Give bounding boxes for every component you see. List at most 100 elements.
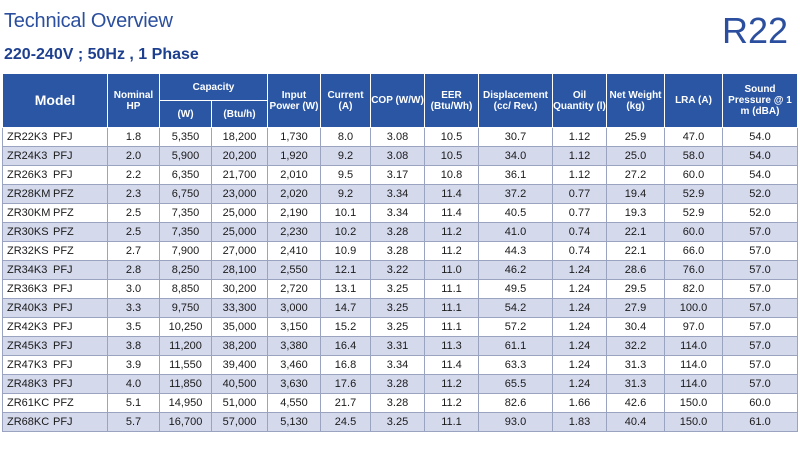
cell-cap-btu: 38,200: [211, 336, 268, 356]
model-cell: ZR45K3 PFJ: [2, 336, 108, 356]
cell-cap-w: 5,350: [159, 127, 212, 147]
cell-sound: 54.0: [722, 146, 798, 166]
cell-disp: 82.6: [478, 393, 553, 413]
cell-eer: 10.5: [424, 146, 479, 166]
col-net-weight: Net Weight (kg): [606, 73, 665, 128]
table-row: ZR61KC PFZ 5.1 14,950 51,000 4,550 21.7 3.28 11.…: [2, 393, 798, 413]
table-row: ZR24K3 PFJ 2.0 5,900 20,200 1,920 9.2 3.08 10.5 3…: [2, 146, 798, 166]
cell-power: 3,460: [267, 355, 321, 375]
col-capacity-btu: (Btu/h): [211, 100, 268, 128]
cell-cap-btu: 35,000: [211, 317, 268, 337]
cell-disp: 30.7: [478, 127, 553, 147]
cell-power: 3,380: [267, 336, 321, 356]
cell-weight: 31.3: [606, 355, 665, 375]
cell-cop: 3.25: [370, 279, 425, 299]
cell-current: 10.2: [320, 222, 371, 242]
cell-sound: 57.0: [722, 298, 798, 318]
model-code: ZR36K3: [7, 283, 48, 295]
cell-cap-btu: 23,000: [211, 184, 268, 204]
cell-cop: 3.28: [370, 241, 425, 261]
cell-power: 1,920: [267, 146, 321, 166]
cell-weight: 31.3: [606, 374, 665, 394]
cell-current: 15.2: [320, 317, 371, 337]
model-suffix: PFJ: [53, 150, 73, 162]
cell-oil: 1.24: [552, 336, 607, 356]
cell-cap-w: 8,850: [159, 279, 212, 299]
col-eer: EER (Btu/Wh): [424, 73, 479, 128]
cell-lra: 76.0: [664, 260, 723, 280]
table-row: ZR32KS PFZ 2.7 7,900 27,000 2,410 10.9 3.28 11.2…: [2, 241, 798, 261]
model-cell: ZR24K3 PFJ: [2, 146, 108, 166]
cell-hp: 2.7: [107, 241, 160, 261]
table-row: ZR26K3 PFJ 2.2 6,350 21,700 2,010 9.5 3.17 10.8 3…: [2, 165, 798, 185]
cell-oil: 0.74: [552, 222, 607, 242]
model-code: ZR47K3: [7, 359, 48, 371]
cell-cop: 3.25: [370, 298, 425, 318]
cell-eer: 11.0: [424, 260, 479, 280]
cell-disp: 37.2: [478, 184, 553, 204]
cell-power: 4,550: [267, 393, 321, 413]
cell-cap-w: 10,250: [159, 317, 212, 337]
model-suffix: PFZ: [53, 226, 74, 238]
cell-weight: 32.2: [606, 336, 665, 356]
model-code: ZR45K3: [7, 340, 48, 352]
cell-cap-w: 9,750: [159, 298, 212, 318]
cell-hp: 3.0: [107, 279, 160, 299]
cell-hp: 2.0: [107, 146, 160, 166]
cell-cop: 3.34: [370, 355, 425, 375]
cell-lra: 58.0: [664, 146, 723, 166]
cell-weight: 40.4: [606, 412, 665, 432]
cell-sound: 61.0: [722, 412, 798, 432]
cell-lra: 60.0: [664, 222, 723, 242]
cell-cop: 3.31: [370, 336, 425, 356]
col-capacity: Capacity: [159, 73, 268, 101]
cell-oil: 1.24: [552, 374, 607, 394]
model-cell: ZR32KS PFZ: [2, 241, 108, 261]
table-row: ZR36K3 PFJ 3.0 8,850 30,200 2,720 13.1 3.25 11.1…: [2, 279, 798, 299]
cell-eer: 11.2: [424, 241, 479, 261]
cell-hp: 2.3: [107, 184, 160, 204]
cell-hp: 3.9: [107, 355, 160, 375]
cell-cop: 3.25: [370, 317, 425, 337]
cell-cop: 3.34: [370, 184, 425, 204]
cell-oil: 1.24: [552, 317, 607, 337]
cell-lra: 47.0: [664, 127, 723, 147]
model-suffix: PFJ: [53, 340, 73, 352]
cell-weight: 22.1: [606, 241, 665, 261]
cell-lra: 60.0: [664, 165, 723, 185]
cell-lra: 150.0: [664, 393, 723, 413]
cell-hp: 3.8: [107, 336, 160, 356]
model-suffix: PFJ: [53, 321, 73, 333]
cell-eer: 11.1: [424, 317, 479, 337]
model-code: ZR30KM: [7, 207, 51, 219]
cell-eer: 11.4: [424, 184, 479, 204]
table-row: ZR47K3 PFJ 3.9 11,550 39,400 3,460 16.8 3.34 11.…: [2, 355, 798, 375]
model-code: ZR61KC: [7, 397, 50, 409]
cell-hp: 5.7: [107, 412, 160, 432]
cell-power: 3,000: [267, 298, 321, 318]
col-oil-quantity: Oil Quantity (l): [552, 73, 607, 128]
cell-cap-w: 11,200: [159, 336, 212, 356]
cell-current: 24.5: [320, 412, 371, 432]
cell-cap-w: 5,900: [159, 146, 212, 166]
col-input-power: Input Power (W): [267, 73, 321, 128]
col-sound-pressure: Sound Pressure @ 1 m (dBA): [722, 73, 798, 128]
model-cell: ZR47K3 PFJ: [2, 355, 108, 375]
cell-power: 5,130: [267, 412, 321, 432]
cell-cap-w: 7,900: [159, 241, 212, 261]
col-displacement: Displacement (cc/ Rev.): [478, 73, 553, 128]
model-suffix: PFJ: [53, 169, 73, 181]
col-capacity-w: (W): [159, 100, 212, 128]
cell-current: 13.1: [320, 279, 371, 299]
cell-eer: 10.8: [424, 165, 479, 185]
cell-cap-btu: 33,300: [211, 298, 268, 318]
model-suffix: PFZ: [53, 188, 74, 200]
cell-lra: 97.0: [664, 317, 723, 337]
cell-oil: 1.24: [552, 279, 607, 299]
cell-oil: 1.83: [552, 412, 607, 432]
cell-sound: 57.0: [722, 279, 798, 299]
cell-hp: 5.1: [107, 393, 160, 413]
cell-current: 9.5: [320, 165, 371, 185]
cell-weight: 30.4: [606, 317, 665, 337]
model-cell: ZR26K3 PFJ: [2, 165, 108, 185]
